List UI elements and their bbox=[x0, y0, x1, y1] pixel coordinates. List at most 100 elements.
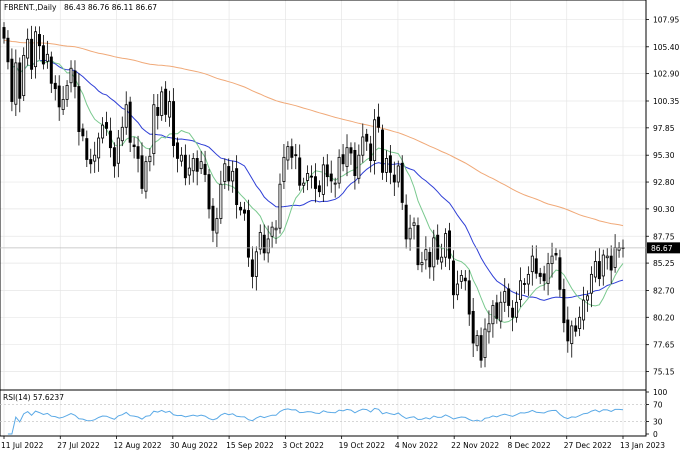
candle bbox=[266, 225, 270, 263]
time-tick-label: 13 Jan 2023 bbox=[620, 441, 665, 450]
candle-body-down bbox=[246, 210, 250, 258]
candle-body-up bbox=[373, 119, 377, 161]
candle bbox=[278, 173, 282, 234]
candle-body-down bbox=[404, 204, 408, 240]
price-tick-label: 100.35 bbox=[653, 97, 679, 106]
time-axis[interactable]: 11 Jul 2022 27 Jul 2022 12 Aug 2022 30 Aug … bbox=[1, 436, 665, 450]
candle bbox=[124, 91, 128, 135]
candle bbox=[37, 26, 41, 60]
candle-body-up bbox=[191, 158, 195, 172]
candle bbox=[97, 132, 101, 172]
candle-body-down bbox=[341, 154, 345, 165]
candle-body-up bbox=[487, 323, 491, 333]
candle-body-down bbox=[495, 302, 499, 319]
price-tick-label: 80.20 bbox=[653, 313, 675, 322]
candle bbox=[495, 294, 499, 324]
candle bbox=[34, 26, 38, 79]
candle bbox=[302, 177, 306, 193]
candle-body-up bbox=[14, 62, 18, 105]
candle bbox=[321, 156, 325, 202]
candle bbox=[298, 144, 302, 191]
candle bbox=[530, 245, 534, 286]
candle-body-up bbox=[515, 301, 519, 318]
candle-body-down bbox=[132, 144, 136, 148]
candle-body-down bbox=[325, 164, 329, 178]
candle-body-up bbox=[152, 104, 156, 154]
candle-body-up bbox=[282, 156, 286, 182]
candle-body-up bbox=[424, 249, 428, 261]
candle bbox=[589, 266, 593, 308]
candle-body-up bbox=[499, 301, 503, 322]
candle bbox=[199, 150, 203, 174]
candle bbox=[511, 300, 515, 332]
candle bbox=[22, 47, 26, 101]
candle bbox=[274, 220, 278, 244]
candle bbox=[69, 60, 73, 93]
candle bbox=[156, 94, 160, 130]
candle bbox=[558, 249, 562, 297]
candle-body-down bbox=[30, 38, 34, 70]
candle-body-down bbox=[558, 257, 562, 290]
candle bbox=[392, 161, 396, 196]
candle bbox=[479, 327, 483, 368]
price-panel[interactable]: FBRENT.,Daily 86.43 86.76 86.11 86.67 bbox=[0, 0, 647, 391]
candle bbox=[10, 48, 14, 112]
candle bbox=[345, 134, 349, 177]
rsi-axis: 100 70 30 0 bbox=[646, 388, 668, 439]
candle-body-down bbox=[522, 283, 526, 285]
candle-body-up bbox=[530, 255, 534, 273]
candle bbox=[538, 267, 542, 285]
candle-body-up bbox=[593, 261, 597, 278]
candle-body-down bbox=[140, 155, 144, 189]
candle bbox=[246, 199, 250, 267]
candle bbox=[377, 103, 381, 133]
candle bbox=[239, 201, 243, 216]
price-tick-label: 95.30 bbox=[653, 151, 675, 160]
candle bbox=[175, 137, 179, 173]
rsi-panel[interactable]: RSI(14) 57.6237 bbox=[0, 389, 647, 437]
candle bbox=[105, 111, 108, 136]
candle bbox=[207, 169, 211, 219]
candle-body-down bbox=[128, 101, 132, 143]
candle bbox=[562, 278, 566, 333]
candle-body-down bbox=[534, 258, 538, 274]
candle-body-up bbox=[215, 218, 219, 234]
candle bbox=[333, 177, 337, 198]
candle-body-up bbox=[93, 154, 97, 162]
candle bbox=[65, 80, 69, 107]
time-tick-label: 15 Sep 2022 bbox=[226, 441, 274, 450]
ohlc-label: 86.43 86.76 86.11 86.67 bbox=[64, 3, 157, 12]
candle-body-down bbox=[73, 70, 77, 87]
candle bbox=[14, 49, 18, 117]
candle-body-down bbox=[239, 206, 243, 211]
candle-body-up bbox=[302, 182, 306, 186]
candle-body-down bbox=[49, 56, 53, 84]
candle-body-up bbox=[444, 233, 448, 258]
candle bbox=[262, 224, 266, 261]
candle-body-up bbox=[546, 263, 550, 284]
candle bbox=[270, 221, 274, 249]
price-tick-label: 85.25 bbox=[653, 259, 675, 268]
candle-body-down bbox=[365, 133, 369, 142]
candle-body-down bbox=[18, 62, 22, 99]
candle-body-up bbox=[120, 126, 124, 142]
candle-body-down bbox=[353, 149, 357, 177]
price-tick-label: 105.40 bbox=[653, 43, 679, 52]
candle bbox=[455, 270, 459, 301]
candle bbox=[81, 123, 85, 142]
price-axis[interactable]: 107.95 105.40 102.90 100.35 97.85 95.30 92.80 9… bbox=[646, 15, 679, 377]
candle bbox=[432, 229, 436, 281]
candle-body-down bbox=[507, 288, 511, 306]
candle bbox=[317, 180, 321, 198]
candle bbox=[601, 249, 605, 286]
candle-body-down bbox=[136, 146, 140, 159]
rsi-line bbox=[7, 407, 624, 435]
candle bbox=[329, 160, 333, 193]
candle bbox=[144, 156, 148, 199]
candle bbox=[412, 217, 416, 240]
current-price-tag-bg bbox=[647, 242, 680, 254]
candle bbox=[77, 73, 81, 146]
candle-body-up bbox=[337, 156, 341, 184]
candle bbox=[325, 154, 329, 187]
candle-body-up bbox=[357, 154, 361, 179]
